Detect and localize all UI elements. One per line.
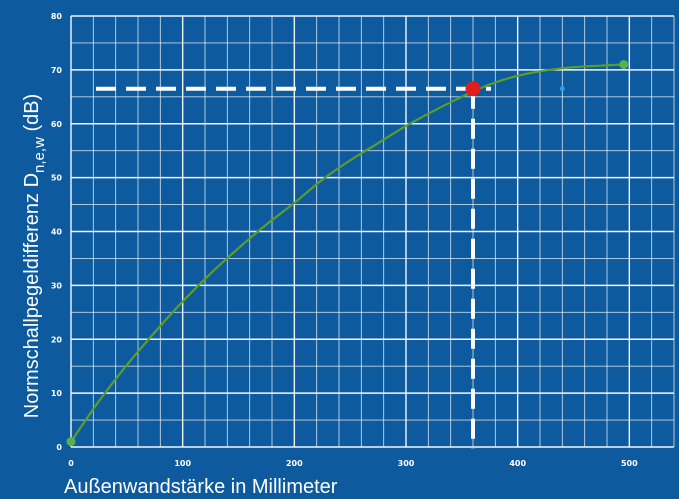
end-point <box>619 59 629 69</box>
y-tick-label: 30 <box>51 281 63 290</box>
series-line <box>70 63 624 443</box>
x-tick-label: 300 <box>398 459 415 468</box>
y-axis-label-main: Normschallpegeldifferenz D <box>21 173 43 418</box>
markers <box>66 59 629 447</box>
start-point <box>66 437 76 447</box>
x-tick-labels: 0 100 200 300 400 500 <box>68 459 638 468</box>
x-tick-label: 100 <box>174 459 191 468</box>
y-tick-label: 20 <box>51 335 63 344</box>
y-tick-label: 0 <box>56 443 62 452</box>
y-tick-labels: 0 10 20 30 40 50 60 70 80 <box>51 12 63 452</box>
x-tick-label: 200 <box>286 459 303 468</box>
y-tick-label: 70 <box>51 66 63 75</box>
x-tick-label: 500 <box>621 459 638 468</box>
x-axis-label: Außenwandstärke in Millimeter <box>64 476 338 498</box>
y-axis-label-unit: (dB) <box>21 94 43 137</box>
x-tick-label: 0 <box>68 459 74 468</box>
highlight-point <box>465 81 481 97</box>
y-tick-label: 40 <box>51 228 63 237</box>
y-tick-label: 80 <box>51 12 63 21</box>
series <box>70 63 624 443</box>
guide-lines <box>96 86 491 449</box>
y-tick-label: 10 <box>51 389 63 398</box>
y-tick-label: 50 <box>51 174 63 183</box>
y-axis-label: Normschallpegeldifferenz Dn,e,w (dB) <box>21 94 48 419</box>
y-axis-label-subscript: n,e,w <box>31 137 48 173</box>
y-tick-label: 60 <box>51 120 63 129</box>
x-tick-label: 400 <box>509 459 526 468</box>
small-marker-point <box>559 86 565 92</box>
